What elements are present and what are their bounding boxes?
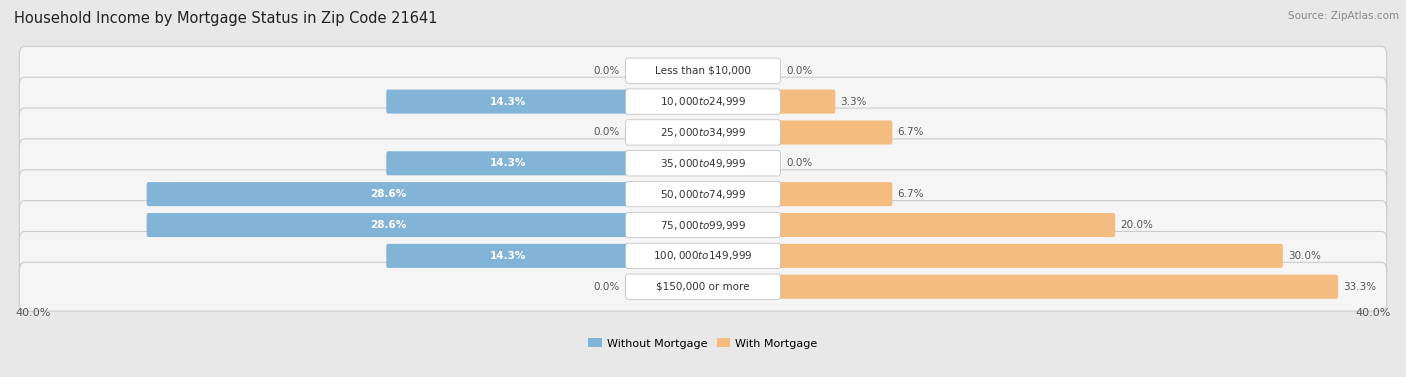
FancyBboxPatch shape <box>146 182 630 206</box>
FancyBboxPatch shape <box>387 244 630 268</box>
FancyBboxPatch shape <box>20 231 1386 280</box>
FancyBboxPatch shape <box>626 151 780 176</box>
FancyBboxPatch shape <box>20 77 1386 126</box>
FancyBboxPatch shape <box>626 120 666 144</box>
FancyBboxPatch shape <box>776 275 1339 299</box>
Text: $50,000 to $74,999: $50,000 to $74,999 <box>659 188 747 201</box>
FancyBboxPatch shape <box>626 120 780 145</box>
FancyBboxPatch shape <box>626 275 666 299</box>
FancyBboxPatch shape <box>776 120 893 144</box>
FancyBboxPatch shape <box>20 170 1386 219</box>
FancyBboxPatch shape <box>740 151 780 175</box>
Text: 0.0%: 0.0% <box>787 158 813 168</box>
Text: $150,000 or more: $150,000 or more <box>657 282 749 292</box>
Text: 28.6%: 28.6% <box>370 189 406 199</box>
Text: 0.0%: 0.0% <box>593 66 619 76</box>
Text: 14.3%: 14.3% <box>489 251 526 261</box>
Text: 6.7%: 6.7% <box>897 127 924 138</box>
FancyBboxPatch shape <box>776 182 893 206</box>
Text: $100,000 to $149,999: $100,000 to $149,999 <box>654 249 752 262</box>
Legend: Without Mortgage, With Mortgage: Without Mortgage, With Mortgage <box>583 334 823 353</box>
FancyBboxPatch shape <box>20 139 1386 188</box>
FancyBboxPatch shape <box>626 89 780 114</box>
Text: $25,000 to $34,999: $25,000 to $34,999 <box>659 126 747 139</box>
Text: 14.3%: 14.3% <box>489 158 526 168</box>
FancyBboxPatch shape <box>776 213 1115 237</box>
FancyBboxPatch shape <box>146 213 630 237</box>
FancyBboxPatch shape <box>626 181 780 207</box>
Text: 20.0%: 20.0% <box>1121 220 1153 230</box>
FancyBboxPatch shape <box>626 212 780 238</box>
Text: 6.7%: 6.7% <box>897 189 924 199</box>
FancyBboxPatch shape <box>626 274 780 299</box>
Text: $35,000 to $49,999: $35,000 to $49,999 <box>659 157 747 170</box>
FancyBboxPatch shape <box>776 90 835 113</box>
FancyBboxPatch shape <box>20 262 1386 311</box>
Text: 3.3%: 3.3% <box>841 97 868 107</box>
Text: $10,000 to $24,999: $10,000 to $24,999 <box>659 95 747 108</box>
FancyBboxPatch shape <box>387 151 630 175</box>
Text: Household Income by Mortgage Status in Zip Code 21641: Household Income by Mortgage Status in Z… <box>14 11 437 26</box>
FancyBboxPatch shape <box>20 201 1386 250</box>
Text: 33.3%: 33.3% <box>1343 282 1376 292</box>
Text: Less than $10,000: Less than $10,000 <box>655 66 751 76</box>
Text: 14.3%: 14.3% <box>489 97 526 107</box>
Text: 0.0%: 0.0% <box>787 66 813 76</box>
Text: 0.0%: 0.0% <box>593 282 619 292</box>
FancyBboxPatch shape <box>387 90 630 113</box>
Text: Source: ZipAtlas.com: Source: ZipAtlas.com <box>1288 11 1399 21</box>
Text: 28.6%: 28.6% <box>370 220 406 230</box>
FancyBboxPatch shape <box>626 59 666 83</box>
Text: $75,000 to $99,999: $75,000 to $99,999 <box>659 219 747 231</box>
FancyBboxPatch shape <box>20 46 1386 95</box>
FancyBboxPatch shape <box>776 244 1282 268</box>
FancyBboxPatch shape <box>20 108 1386 157</box>
Text: 0.0%: 0.0% <box>593 127 619 138</box>
FancyBboxPatch shape <box>626 243 780 268</box>
Text: 30.0%: 30.0% <box>1288 251 1320 261</box>
FancyBboxPatch shape <box>626 58 780 83</box>
FancyBboxPatch shape <box>740 59 780 83</box>
